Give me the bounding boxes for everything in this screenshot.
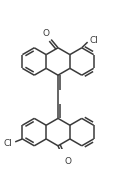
Text: Cl: Cl bbox=[90, 36, 99, 45]
Text: Cl: Cl bbox=[4, 139, 13, 147]
Text: O: O bbox=[43, 29, 50, 38]
Text: O: O bbox=[65, 157, 71, 166]
